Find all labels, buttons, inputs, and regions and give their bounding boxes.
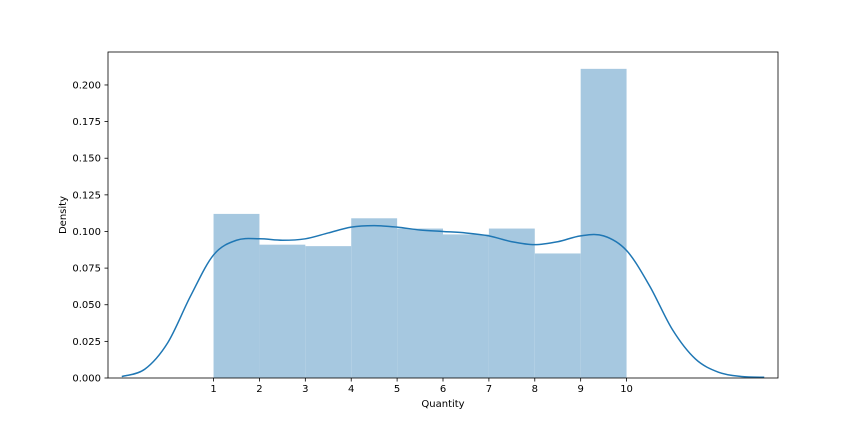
- y-axis-title: Density: [58, 196, 69, 234]
- y-tick-label-0.125: 0.125: [72, 190, 101, 201]
- y-axis-ticks: 0.000 0.025 0.050 0.075 0.100 0.125 0.150 0.175…: [72, 80, 108, 385]
- x-axis-title: Quantity: [421, 399, 464, 410]
- kde-curve: [121, 224, 765, 379]
- histogram-bar-8: [534, 253, 581, 378]
- y-tick-label-0.050: 0.050: [72, 300, 101, 311]
- x-tick-label-2: 2: [256, 384, 262, 395]
- histogram-bar-9: [580, 68, 627, 379]
- histogram-bar-4: [351, 218, 398, 378]
- x-tick-label-8: 8: [532, 384, 538, 395]
- histogram-bar-3: [305, 246, 352, 378]
- histogram-bar-6: [443, 234, 489, 378]
- y-tick-label-0.100: 0.100: [72, 227, 101, 238]
- x-tick-label-5: 5: [394, 384, 400, 395]
- histogram-bar-7: [488, 228, 535, 378]
- x-tick-label-7: 7: [486, 384, 492, 395]
- x-tick-label-3: 3: [302, 384, 308, 395]
- x-tick-label-6: 6: [440, 384, 446, 395]
- histogram-bar-2: [259, 244, 306, 378]
- y-tick-label-0.025: 0.025: [72, 337, 101, 348]
- x-tick-label-4: 4: [348, 384, 354, 395]
- x-tick-label-10: 10: [620, 384, 633, 395]
- x-axis-ticks: 1 2 3 4 5 6 7 8 9 10: [210, 378, 633, 395]
- histogram-bar-5: [397, 228, 443, 378]
- y-tick-label-0.200: 0.200: [72, 80, 101, 91]
- y-tick-label-0.075: 0.075: [72, 264, 101, 275]
- y-tick-label-0.175: 0.175: [72, 117, 101, 128]
- y-tick-label-0.150: 0.150: [72, 154, 101, 165]
- histogram-bars: [213, 68, 627, 379]
- y-tick-label-0.000: 0.000: [72, 374, 101, 385]
- histogram-bar-1: [213, 213, 260, 378]
- x-tick-label-9: 9: [577, 384, 583, 395]
- x-tick-label-1: 1: [210, 384, 216, 395]
